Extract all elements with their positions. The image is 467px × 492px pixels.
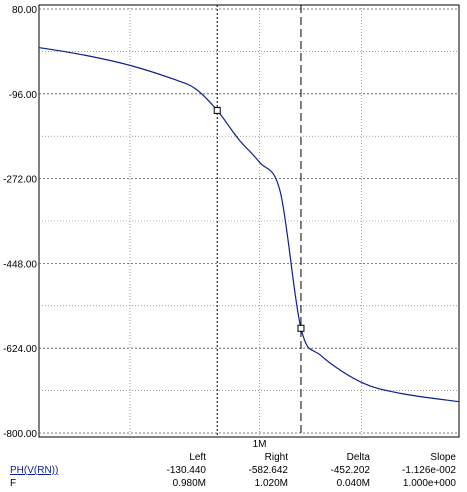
readout-header-right: Right: [264, 452, 288, 463]
y-tick-label: 80.00: [12, 5, 37, 16]
trace-slope-value: -1.126e-002: [402, 465, 456, 476]
freq-delta-value: 0.040M: [336, 478, 370, 489]
readout-header-left: Left: [189, 452, 206, 463]
y-tick-label: -96.00: [9, 90, 38, 101]
grid-lines: [39, 5, 459, 437]
x-tick-label: 1M: [253, 439, 267, 450]
y-tick-label: -448.00: [3, 259, 37, 270]
freq-right-value: 1.020M: [254, 478, 288, 489]
readout-header-slope: Slope: [430, 452, 456, 463]
trace-left-value: -130.440: [166, 465, 206, 476]
left-cursor-marker[interactable]: [213, 106, 221, 114]
cursor-lines[interactable]: [216, 5, 302, 437]
y-tick-label: -800.00: [3, 429, 37, 440]
y-axis-labels: 80.00 -96.00 -272.00 -448.00 -624.00 -800.00: [3, 5, 37, 440]
readout-header-delta: Delta: [346, 452, 370, 463]
x-variable-label: F: [10, 478, 17, 489]
freq-slope-value: 1.000e+000: [402, 478, 456, 489]
freq-left-value: 0.980M: [172, 478, 206, 489]
x-axis-labels: 1M: [253, 439, 267, 450]
trace-right-value: -582.642: [248, 465, 288, 476]
right-cursor-marker[interactable]: [297, 324, 305, 332]
trace-name-link[interactable]: PH(V(RN)): [10, 465, 59, 476]
y-tick-label: -272.00: [3, 175, 37, 186]
y-tick-label: -624.00: [3, 344, 37, 355]
cursor-markers[interactable]: [213, 106, 305, 332]
phase-trace-line: [38, 46, 460, 403]
trace-delta-value: -452.202: [330, 465, 370, 476]
